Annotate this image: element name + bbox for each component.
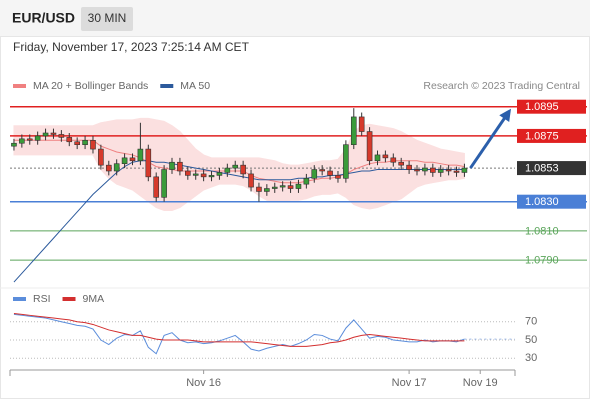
y-tick-label: 30 [525, 352, 537, 364]
candle-body [34, 135, 41, 141]
candle-body [90, 140, 96, 150]
candle-body [105, 164, 112, 172]
candle-body [358, 116, 365, 132]
candle-body [343, 144, 349, 179]
candle-body [11, 142, 17, 147]
y-tick-label: 70 [525, 316, 537, 328]
timeframe[interactable]: 30 MIN [88, 11, 127, 25]
candle-body [26, 138, 33, 141]
candle-body [208, 175, 215, 178]
indicator-line [13, 312, 465, 347]
legend-label: MA 20 + Bollinger Bands [33, 80, 148, 92]
x-tick-label: Nov 19 [463, 377, 498, 389]
candle-body [295, 183, 302, 189]
candle-body [453, 170, 460, 173]
candle-body [422, 167, 428, 172]
candle-body [279, 185, 286, 188]
ma-line [13, 139, 465, 184]
candle-body [145, 148, 152, 178]
candle-body [121, 157, 128, 164]
candle-body [264, 188, 270, 192]
ma-line [13, 160, 465, 283]
x-tick-label: Nov 16 [186, 377, 221, 389]
candle-body [129, 157, 136, 162]
candle-body [398, 161, 404, 166]
candle-body [169, 161, 175, 170]
candle-body [406, 164, 412, 170]
candle-body [50, 132, 57, 135]
candle-body [177, 161, 183, 172]
candle-body [335, 175, 341, 179]
x-tick-label: Nov 17 [392, 377, 427, 389]
forecast-arrow-head [499, 108, 511, 122]
level-label: 1.0853 [525, 162, 559, 174]
legend-label: 9MA [83, 293, 105, 305]
candle-body [240, 164, 246, 175]
candle-body [414, 169, 420, 172]
forecast-arrow [469, 114, 508, 169]
candle-body [319, 169, 325, 172]
candle-body [137, 148, 144, 162]
indicator-line [13, 313, 465, 355]
level-label: 1.0875 [525, 130, 559, 142]
level-label: 1.0790 [525, 255, 559, 267]
candle-body [98, 148, 104, 166]
candle-body [161, 169, 167, 198]
symbol: EUR/USD [12, 10, 75, 26]
level-label: 1.0895 [525, 101, 559, 113]
candle-body [271, 186, 278, 189]
candle-body [374, 154, 381, 162]
datetime: Friday, November 17, 2023 7:25:14 AM CET [13, 40, 250, 54]
candle-body [311, 169, 318, 179]
legend-swatch [62, 297, 76, 301]
candle-body [430, 167, 436, 173]
source: Research © 2023 Trading Central [423, 80, 580, 92]
candle-body [66, 137, 73, 143]
timeframe-button[interactable] [81, 7, 133, 31]
level-box [517, 99, 586, 114]
candle-body [390, 157, 397, 163]
candle-body [19, 138, 25, 144]
candle-body [224, 167, 231, 173]
candle-body [200, 173, 207, 178]
level-box [517, 194, 586, 209]
candle-body [461, 167, 468, 173]
candle-body [192, 173, 199, 176]
candle-body [382, 154, 389, 159]
candle-body [58, 134, 65, 138]
candle-body [287, 185, 294, 189]
candle-body [153, 176, 160, 198]
legend-swatch [13, 84, 26, 88]
candle-body [445, 169, 452, 172]
candle-body [74, 141, 80, 145]
candle-body [42, 132, 49, 137]
candle-body [185, 170, 191, 176]
legend-swatch [13, 297, 26, 301]
candle-body [232, 164, 239, 169]
candle-body [327, 170, 333, 176]
legend-swatch [160, 84, 174, 88]
legend-label: MA 50 [180, 80, 210, 92]
legend-label: RSI [33, 293, 51, 305]
candle-body [113, 163, 120, 172]
bollinger-band [13, 117, 465, 211]
level-label: 1.0830 [525, 196, 559, 208]
level-box [517, 161, 586, 176]
candle-body [437, 169, 444, 173]
candle-body [350, 116, 357, 145]
level-label: 1.0810 [525, 225, 559, 237]
candle-body [216, 172, 223, 176]
level-box [517, 128, 586, 143]
candle-body [303, 178, 310, 185]
y-tick-label: 50 [525, 334, 537, 346]
candle-body [82, 140, 88, 145]
candle-body [256, 186, 262, 192]
candle-body [248, 173, 254, 188]
candle-body [366, 131, 373, 162]
